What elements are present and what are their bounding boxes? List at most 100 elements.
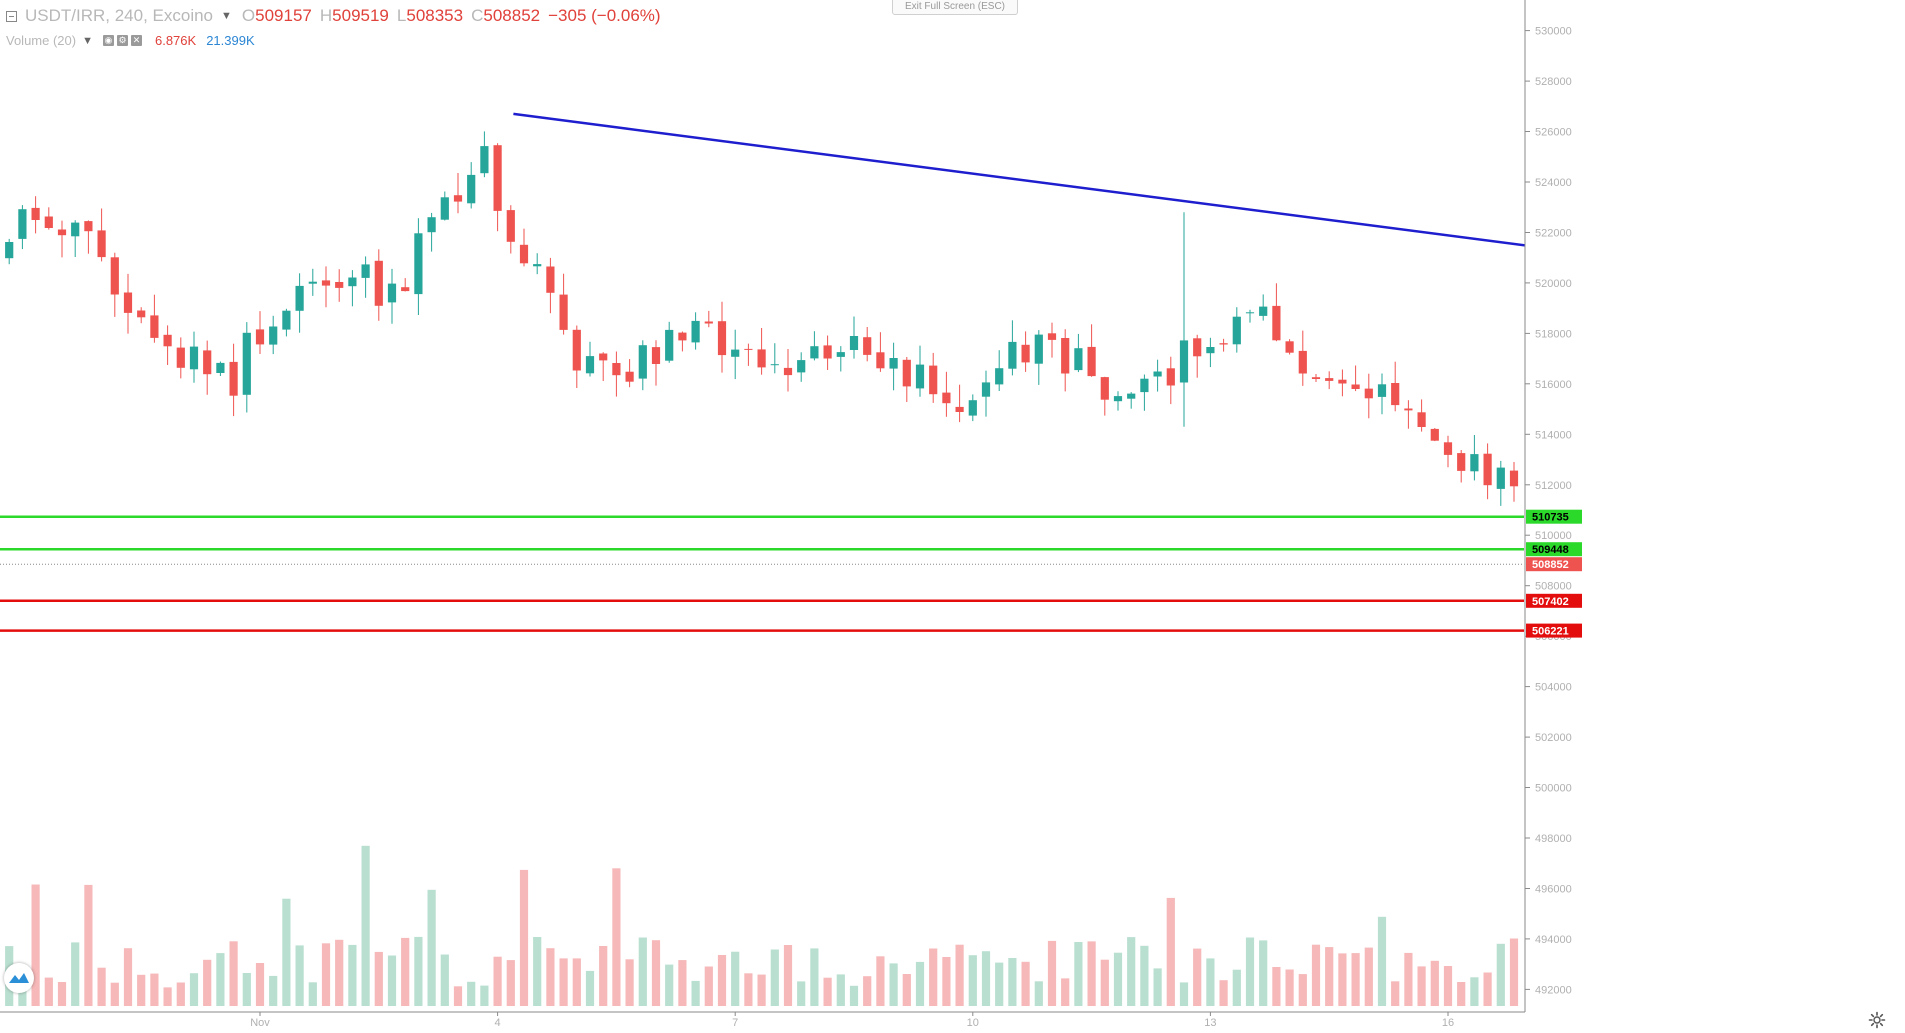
- candle-body: [1338, 379, 1347, 384]
- volume-bar: [929, 948, 938, 1006]
- volume-bar: [1417, 966, 1426, 1006]
- candle-body: [137, 310, 146, 318]
- volume-bar: [1008, 958, 1017, 1006]
- volume-bar: [1153, 968, 1162, 1006]
- volume-bar: [44, 977, 53, 1006]
- price-tick-label: 502000: [1535, 732, 1572, 744]
- volume-bar: [836, 974, 845, 1006]
- price-tick-label: 512000: [1535, 480, 1572, 492]
- candle-body: [1377, 384, 1387, 397]
- chevron-down-icon[interactable]: ▼: [82, 34, 93, 47]
- candle-body: [1259, 306, 1268, 316]
- chevron-down-icon[interactable]: ▼: [221, 10, 232, 22]
- candle-body: [1219, 343, 1228, 345]
- exit-fullscreen-button[interactable]: Exit Full Screen (ESC): [892, 0, 1018, 15]
- volume-bar: [572, 958, 581, 1006]
- candle-body: [1021, 344, 1030, 363]
- volume-bar: [625, 959, 634, 1006]
- close-icon[interactable]: ✕: [130, 35, 142, 46]
- candle-body: [995, 368, 1004, 385]
- candle-body: [770, 364, 779, 366]
- time-tick-label: 7: [732, 1017, 738, 1029]
- legend-volume: Volume (20) ▼ ◉ ⚙ ✕ 6.876K 21.399K: [6, 33, 255, 48]
- candle-body: [519, 244, 529, 264]
- low-label: L: [396, 6, 407, 25]
- eye-icon[interactable]: ◉: [102, 35, 114, 46]
- level-price-label-bg: [1526, 593, 1582, 608]
- legend-main: USDT/IRR, 240, Excoino ▼ O 509157 H 5095…: [6, 6, 661, 26]
- price-tick-label: 510000: [1535, 530, 1572, 542]
- volume-bar: [955, 944, 964, 1006]
- volume-bar: [863, 976, 872, 1006]
- volume-bar: [401, 937, 410, 1006]
- volume-bar: [1021, 961, 1030, 1006]
- price-tick-label: 524000: [1535, 177, 1572, 189]
- candle-body: [255, 329, 265, 345]
- volume-bar: [1166, 897, 1175, 1006]
- candle-body: [1127, 393, 1136, 399]
- price-tick-label: 516000: [1535, 379, 1572, 391]
- volume-bar: [321, 943, 331, 1006]
- volume-bar: [1391, 981, 1400, 1006]
- volume-bar: [1206, 958, 1215, 1006]
- candle-body: [150, 315, 159, 338]
- volume-bar: [1232, 969, 1241, 1006]
- volume-bar: [453, 986, 463, 1006]
- tradingview-logo[interactable]: [4, 963, 34, 993]
- volume-bar: [123, 948, 133, 1006]
- price-tick-label: 492000: [1535, 984, 1572, 996]
- level-price-label-bg: [1526, 509, 1582, 524]
- volume-bar: [1034, 981, 1043, 1006]
- candle-body: [18, 209, 27, 239]
- candle-body: [1272, 305, 1281, 341]
- last-price-label: 508852: [1532, 559, 1569, 571]
- candle-body: [269, 326, 278, 345]
- time-tick-label: 16: [1442, 1017, 1454, 1029]
- volume-bar: [229, 941, 238, 1006]
- level-price-label-bg: [1526, 623, 1582, 638]
- candle-body: [625, 371, 634, 382]
- candle-body: [57, 229, 67, 236]
- candle-body: [1325, 378, 1334, 381]
- price-tick-label: 500000: [1535, 783, 1572, 795]
- settings-gear-icon[interactable]: [1868, 1011, 1886, 1029]
- candle-body: [717, 321, 727, 356]
- candle-body: [1047, 333, 1057, 340]
- volume-bar: [1100, 959, 1109, 1006]
- candle-body: [651, 347, 661, 364]
- volume-bar: [1443, 966, 1453, 1006]
- volume-bar: [1219, 980, 1228, 1006]
- volume-study-label[interactable]: Volume (20): [6, 33, 77, 48]
- candle-body: [295, 285, 304, 311]
- candle-body: [678, 332, 687, 341]
- volume-bar: [216, 953, 225, 1006]
- symbol-label[interactable]: USDT/IRR, 240, Excoino: [25, 6, 214, 25]
- collapse-icon[interactable]: [6, 10, 17, 22]
- candle-body: [1100, 377, 1109, 400]
- candle-body: [915, 364, 925, 389]
- candle-body: [5, 242, 14, 259]
- volume-bar: [348, 944, 357, 1006]
- volume-bar: [810, 948, 819, 1006]
- gear-icon[interactable]: ⚙: [116, 35, 128, 46]
- volume-bar: [1285, 969, 1294, 1006]
- candle-body: [942, 392, 951, 404]
- volume-bar: [1179, 982, 1189, 1006]
- volume-bar: [1430, 960, 1439, 1006]
- volume-bar: [599, 946, 608, 1006]
- price-tick-label: 508000: [1535, 581, 1572, 593]
- volume-bar: [612, 868, 621, 1006]
- volume-bar: [1364, 947, 1373, 1006]
- candle-body: [229, 361, 238, 396]
- candle-body: [1166, 368, 1175, 386]
- volume-bar: [1127, 937, 1136, 1006]
- volume-bar: [1074, 942, 1083, 1006]
- volume-bar: [163, 987, 172, 1006]
- volume-bar: [915, 961, 925, 1006]
- volume-bar: [1140, 945, 1149, 1006]
- price-tick-label: 504000: [1535, 682, 1572, 694]
- candle-body: [203, 350, 212, 375]
- candle-body: [1417, 412, 1426, 427]
- candle-body: [1061, 338, 1070, 374]
